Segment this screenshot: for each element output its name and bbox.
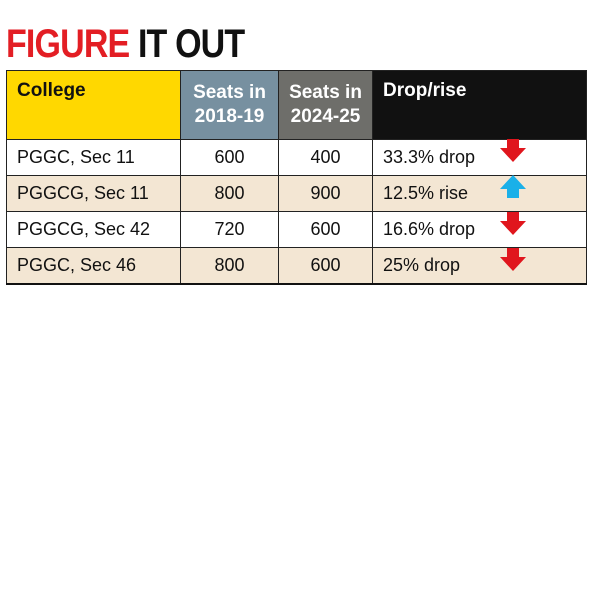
table-row: PGGCG, Sec 11 800 900 12.5% rise [6,175,587,212]
cell: 800 [180,247,279,285]
cell: 25% drop [372,247,587,285]
cell: PGGC, Sec 46 [6,247,181,285]
header-row: College Seats in 2018-19 Seats in 2024-25 Dro… [6,70,587,140]
down-arrow [500,139,526,162]
cell: PGGC, Sec 11 [6,139,181,176]
header-line: 2018-19 [194,106,265,127]
cell: 900 [278,175,373,212]
cell: PGGCG, Sec 42 [6,211,181,248]
table-row: PGGC, Sec 11 600 400 33.3% drop [6,139,587,176]
table-row: PGGC, Sec 46 800 600 25% drop [6,247,587,285]
column-header: Drop/rise [372,70,587,140]
column-header: Seats in 2024-25 [278,70,373,140]
title: FIGURE IT OUT [6,22,245,67]
title-black: IT OUT [137,22,245,66]
down-arrow [500,248,526,271]
column-header: College [6,70,181,140]
table-row: PGGCG, Sec 42 720 600 16.6% drop [6,211,587,248]
cell: 800 [180,175,279,212]
cell: 720 [180,211,279,248]
cell: 400 [278,139,373,176]
header-line: Seats in [193,82,266,103]
table: College Seats in 2018-19 Seats in 2024-25 Dro… [6,70,587,285]
header-line: 2024-25 [290,106,361,127]
cell: 600 [278,247,373,285]
cell: 16.6% drop [372,211,587,248]
cell: 600 [278,211,373,248]
column-header: Seats in 2018-19 [180,70,279,140]
cell: 12.5% rise [372,175,587,212]
cell: PGGCG, Sec 11 [6,175,181,212]
table-body: PGGC, Sec 11 600 400 33.3% drop PGGCG, Sec 1… [6,139,587,285]
header-line: College [17,80,86,101]
title-red: FIGURE [6,22,130,66]
down-arrow [500,212,526,235]
up-arrow [500,175,526,198]
header-line: Drop/rise [383,80,467,101]
header-line: Seats in [289,82,362,103]
